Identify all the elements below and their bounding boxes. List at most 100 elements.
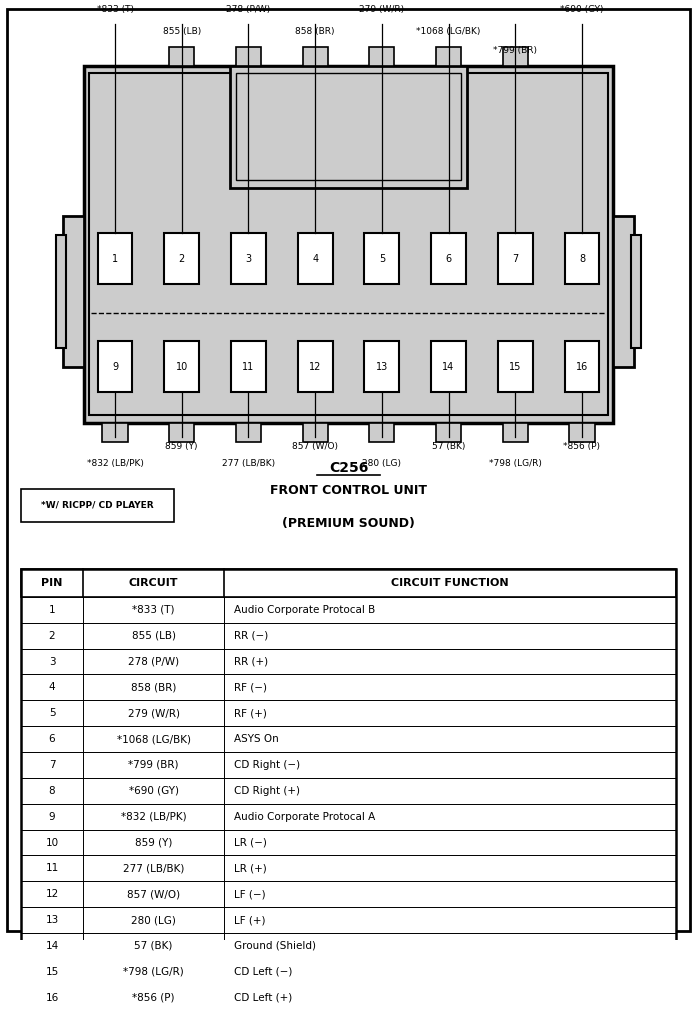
Text: 7: 7 xyxy=(49,760,55,770)
Text: LF (−): LF (−) xyxy=(234,889,266,899)
Bar xyxy=(365,341,399,392)
Bar xyxy=(302,47,328,66)
Text: 13: 13 xyxy=(376,361,388,372)
Text: Audio Corporate Protocal B: Audio Corporate Protocal B xyxy=(234,605,376,614)
Text: (PREMIUM SOUND): (PREMIUM SOUND) xyxy=(282,517,415,530)
Bar xyxy=(231,341,266,392)
Bar xyxy=(21,568,676,597)
Bar xyxy=(164,341,199,392)
Bar xyxy=(569,423,595,441)
Bar xyxy=(102,423,128,441)
Bar xyxy=(236,74,461,180)
Bar xyxy=(369,47,395,66)
Text: 279 (W/R): 279 (W/R) xyxy=(359,5,404,14)
Bar xyxy=(631,236,641,348)
Bar xyxy=(503,423,528,441)
Text: *690 (GY): *690 (GY) xyxy=(128,785,178,796)
Bar xyxy=(431,232,466,285)
Text: 16: 16 xyxy=(45,992,59,1002)
Bar xyxy=(498,341,533,392)
Text: RR (−): RR (−) xyxy=(234,631,269,641)
Bar xyxy=(436,423,461,441)
Text: 57 (BK): 57 (BK) xyxy=(432,441,466,451)
Bar xyxy=(613,216,634,367)
Text: 9: 9 xyxy=(112,361,118,372)
Text: 13: 13 xyxy=(45,915,59,925)
Bar xyxy=(21,597,676,623)
Text: LR (−): LR (−) xyxy=(234,838,268,848)
Text: FRONT CONTROL UNIT: FRONT CONTROL UNIT xyxy=(270,484,427,497)
Text: 4: 4 xyxy=(49,682,55,692)
Bar xyxy=(21,623,676,648)
Text: CD Right (+): CD Right (+) xyxy=(234,785,300,796)
Bar xyxy=(231,232,266,285)
Text: *832 (LB/PK): *832 (LB/PK) xyxy=(121,812,186,821)
Text: 12: 12 xyxy=(45,889,59,899)
Text: 11: 11 xyxy=(45,863,59,873)
Text: *1068 (LG/BK): *1068 (LG/BK) xyxy=(416,27,481,36)
Bar xyxy=(21,568,676,1011)
Bar xyxy=(21,855,676,882)
Text: PIN: PIN xyxy=(41,578,63,588)
Text: 859 (Y): 859 (Y) xyxy=(165,441,198,451)
Bar xyxy=(21,804,676,829)
Text: *690 (GY): *690 (GY) xyxy=(560,5,604,14)
Text: 859 (Y): 859 (Y) xyxy=(135,838,172,848)
Text: 857 (W/O): 857 (W/O) xyxy=(292,441,338,451)
Bar xyxy=(21,778,676,804)
Bar xyxy=(21,907,676,933)
Bar xyxy=(21,829,676,855)
Text: 279 (W/R): 279 (W/R) xyxy=(128,709,180,718)
Bar xyxy=(84,66,613,423)
Bar xyxy=(230,66,467,188)
Bar xyxy=(21,882,676,907)
Text: 1: 1 xyxy=(49,605,55,614)
Text: 7: 7 xyxy=(512,254,519,263)
Text: RR (+): RR (+) xyxy=(234,656,268,667)
Text: 57 (BK): 57 (BK) xyxy=(135,941,173,951)
Bar xyxy=(365,232,399,285)
Text: 11: 11 xyxy=(243,361,254,372)
Text: 277 (LB/BK): 277 (LB/BK) xyxy=(123,863,184,873)
Text: *1068 (LG/BK): *1068 (LG/BK) xyxy=(116,734,190,744)
Text: 8: 8 xyxy=(49,785,55,796)
Text: 855 (LB): 855 (LB) xyxy=(162,27,201,36)
Text: 858 (BR): 858 (BR) xyxy=(131,682,176,692)
Bar xyxy=(436,47,461,66)
Bar xyxy=(89,74,608,416)
Bar xyxy=(302,423,328,441)
Text: LF (+): LF (+) xyxy=(234,915,266,925)
Text: 277 (LB/BK): 277 (LB/BK) xyxy=(222,459,275,468)
Text: Audio Corporate Protocal A: Audio Corporate Protocal A xyxy=(234,812,376,821)
Text: LR (+): LR (+) xyxy=(234,863,267,873)
Text: 280 (LG): 280 (LG) xyxy=(362,459,401,468)
Bar xyxy=(236,47,261,66)
Bar xyxy=(63,216,84,367)
Text: 9: 9 xyxy=(49,812,55,821)
Text: 14: 14 xyxy=(45,941,59,951)
Text: 278 (P/W): 278 (P/W) xyxy=(227,5,270,14)
Bar xyxy=(98,232,132,285)
Text: 6: 6 xyxy=(445,254,452,263)
Text: *W/ RICPP/ CD PLAYER: *W/ RICPP/ CD PLAYER xyxy=(41,501,154,510)
Bar xyxy=(503,47,528,66)
Bar xyxy=(431,341,466,392)
Text: *833 (T): *833 (T) xyxy=(96,5,134,14)
Bar xyxy=(565,232,599,285)
Bar xyxy=(21,752,676,778)
Bar xyxy=(21,488,174,521)
Text: 855 (LB): 855 (LB) xyxy=(132,631,176,641)
Bar xyxy=(298,341,332,392)
Text: CD Left (+): CD Left (+) xyxy=(234,992,293,1002)
Text: 6: 6 xyxy=(49,734,55,744)
Bar xyxy=(56,236,66,348)
Text: 857 (W/O): 857 (W/O) xyxy=(127,889,180,899)
Text: RF (+): RF (+) xyxy=(234,709,268,718)
Bar xyxy=(21,726,676,752)
Text: 8: 8 xyxy=(579,254,585,263)
Bar xyxy=(98,341,132,392)
Text: 280 (LG): 280 (LG) xyxy=(131,915,176,925)
Text: ASYS On: ASYS On xyxy=(234,734,279,744)
Text: 5: 5 xyxy=(49,709,55,718)
Text: RF (−): RF (−) xyxy=(234,682,268,692)
